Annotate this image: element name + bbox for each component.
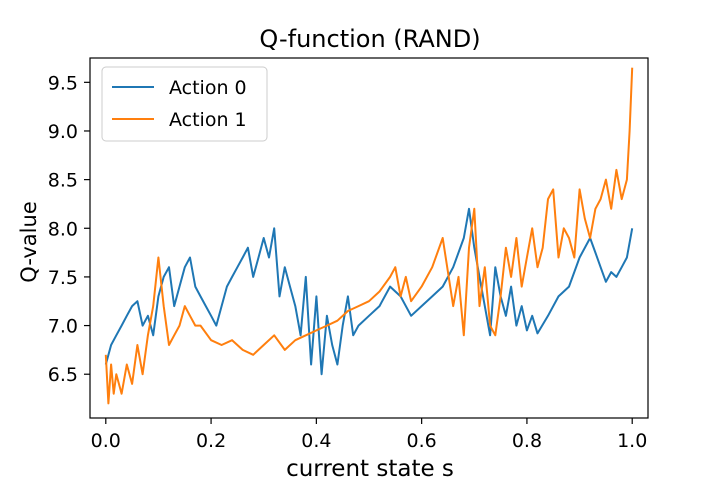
series-line-action-1 (104, 67, 634, 405)
legend: Action 0 Action 1 (101, 66, 268, 142)
x-tick-label: 0.6 (407, 430, 437, 452)
x-tick-label: 0.8 (512, 430, 542, 452)
y-axis-label: Q-value (17, 201, 41, 283)
chart-title: Q-function (RAND) (259, 25, 480, 53)
y-tick-label: 8.5 (48, 170, 78, 192)
plot-frame (89, 57, 649, 419)
x-tick-label: 0.2 (196, 430, 226, 452)
x-tick-label: 1.0 (617, 430, 647, 452)
y-tick-label: 7.0 (48, 316, 78, 338)
y-tick-label: 7.5 (48, 267, 78, 289)
series-layer (104, 67, 634, 405)
legend-label-action-0: Action 0 (169, 77, 247, 99)
x-tick-label: 0.4 (301, 430, 331, 452)
legend-box (101, 66, 268, 142)
axes-layer: 0.0 0.2 0.4 0.6 0.8 1.0 6.5 7.0 7.5 8.0 8.5 9.0 9.5 (48, 57, 649, 452)
y-tick-label: 9.0 (48, 121, 78, 143)
legend-label-action-1: Action 1 (169, 109, 247, 131)
y-tick-label: 9.5 (48, 72, 78, 94)
x-axis-label: current state s (286, 456, 454, 480)
y-tick-label: 8.0 (48, 218, 78, 240)
x-tick-label: 0.0 (91, 430, 121, 452)
y-tick-label: 6.5 (48, 364, 78, 386)
series-line-action-0 (104, 207, 634, 376)
